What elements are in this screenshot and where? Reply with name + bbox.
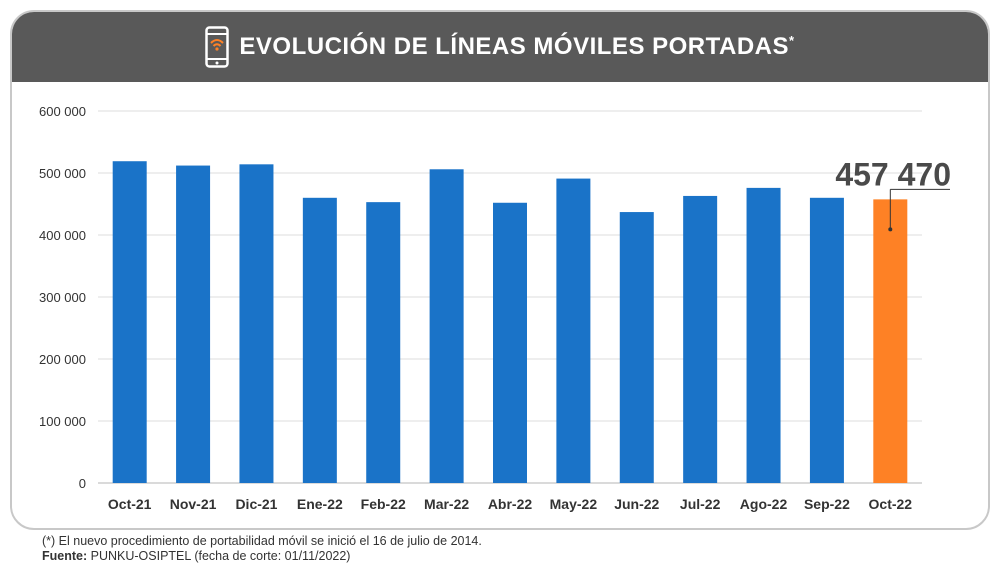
y-tick-label: 500 000 — [39, 166, 86, 181]
x-tick-label: Mar-22 — [424, 496, 469, 512]
x-tick-label: Jul-22 — [680, 496, 721, 512]
mobile-wifi-icon — [205, 26, 230, 68]
title-banner: EVOLUCIÓN DE LÍNEAS MÓVILES PORTADAS* — [12, 12, 988, 82]
footnote-source: Fuente: PUNKU-OSIPTEL (fecha de corte: 0… — [42, 549, 351, 563]
x-tick-label: May-22 — [550, 496, 598, 512]
x-tick-label: Oct-21 — [108, 496, 152, 512]
y-tick-label: 200 000 — [39, 352, 86, 367]
chart-title: EVOLUCIÓN DE LÍNEAS MÓVILES PORTADAS* — [239, 33, 795, 60]
y-tick-label: 400 000 — [39, 228, 86, 243]
bar-ene-22 — [302, 197, 337, 484]
annotation-label: 457 470 — [835, 156, 951, 192]
bar-jun-22 — [619, 212, 654, 483]
bar-oct-21 — [112, 161, 147, 483]
x-tick-label: Nov-21 — [170, 496, 217, 512]
x-tick-label: Ene-22 — [297, 496, 343, 512]
annotation-dot — [888, 227, 893, 232]
y-tick-label: 0 — [79, 476, 86, 491]
x-tick-label: Abr-22 — [488, 496, 533, 512]
bar-chart: 0 100 000 200 000 300 000 400 000 500 000 600 … — [39, 104, 951, 512]
bar-mar-22 — [429, 169, 464, 483]
x-tick-label: Jun-22 — [614, 496, 659, 512]
bar-jul-22 — [683, 195, 718, 483]
bar-nov-21 — [176, 165, 211, 483]
y-tick-label: 600 000 — [39, 104, 86, 119]
x-tick-label: Dic-21 — [235, 496, 277, 512]
bar-dic-21 — [239, 164, 274, 483]
y-tick-label: 100 000 — [39, 414, 86, 429]
bar-feb-22 — [366, 202, 401, 483]
bar-abr-22 — [493, 202, 527, 483]
x-tick-label: Feb-22 — [361, 496, 406, 512]
footnote-note: (*) El nuevo procedimiento de portabilid… — [42, 534, 482, 548]
bar-ago-22 — [746, 187, 781, 483]
x-tick-label: Oct-22 — [869, 496, 913, 512]
footnote: (*) El nuevo procedimiento de portabilid… — [42, 534, 482, 564]
x-tick-label: Sep-22 — [804, 496, 850, 512]
y-tick-label: 300 000 — [39, 290, 86, 305]
bar-sep-22 — [809, 197, 844, 484]
x-tick-label: Ago-22 — [740, 496, 788, 512]
bar-may-22 — [556, 178, 591, 483]
bar-oct-22 — [873, 199, 908, 484]
